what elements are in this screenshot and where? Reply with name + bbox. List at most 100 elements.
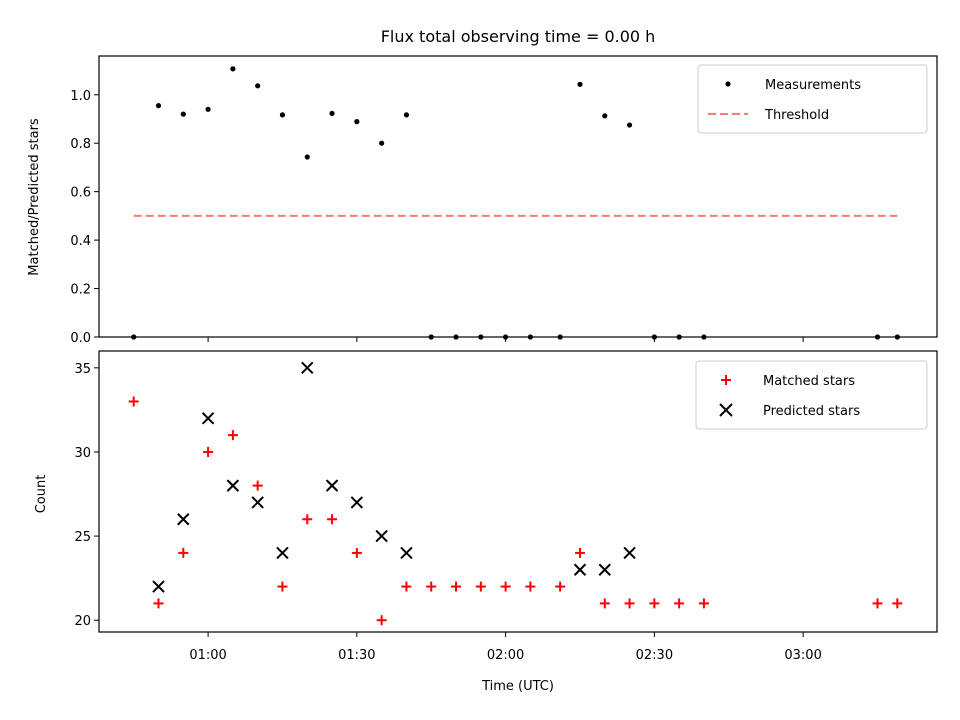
matched-star-point	[252, 480, 263, 491]
bottom-y-tick-label: 30	[74, 446, 91, 461]
x-tick-label: 02:00	[487, 648, 524, 663]
measurement-point	[557, 334, 563, 340]
bottom-x-ticks: 01:00 01:30 02:00 02:30 03:00	[189, 632, 822, 663]
measurement-point	[701, 334, 707, 340]
predicted-star-stroke	[598, 563, 611, 576]
matched-star-point	[277, 581, 288, 592]
legend-matched-marker	[721, 375, 731, 385]
measurement-point	[403, 112, 410, 118]
measurement-point	[453, 334, 459, 340]
measurement-point	[329, 110, 335, 117]
predicted-star-stroke	[375, 529, 388, 543]
matched-star-point	[376, 615, 387, 626]
measurement-point	[428, 334, 434, 340]
matched-star-point	[203, 446, 214, 457]
measurement-point	[626, 122, 633, 128]
matched-star-point	[624, 598, 635, 609]
top-legend-box	[697, 64, 928, 134]
matched-star-point	[872, 598, 883, 609]
top-y-axis-label: Matched/Predicted stars	[27, 118, 42, 276]
measurement-point	[894, 334, 900, 340]
predicted-star-stroke	[623, 546, 636, 560]
predicted-star-stroke	[400, 546, 413, 560]
predicted-star-point	[251, 496, 264, 509]
matched-star-point	[892, 598, 903, 609]
matched-star-point	[178, 547, 189, 558]
measurement-point	[354, 119, 360, 125]
measurement-point	[131, 334, 137, 340]
top-y-tick-label: 0.8	[70, 137, 91, 152]
matched-star-point	[555, 581, 566, 592]
predicted-star-point	[350, 496, 364, 509]
measurement-point	[577, 81, 583, 87]
predicted-star-point	[201, 412, 215, 425]
top-y-tick-label: 0.0	[70, 331, 91, 346]
top-plot-frame	[98, 55, 938, 338]
bottom-y-tick-label: 35	[74, 362, 91, 377]
x-tick-label: 01:30	[338, 648, 375, 663]
bottom-marks	[128, 361, 903, 626]
measurement-point	[155, 103, 162, 109]
matched-star-point	[574, 547, 585, 558]
top-y-ticks: 0.0 0.2 0.4 0.6 0.8 1.0	[70, 89, 99, 346]
x-tick-label: 02:30	[636, 648, 673, 663]
matched-star-point	[302, 514, 313, 525]
matched-star-point	[128, 396, 139, 407]
measurement-point	[230, 66, 236, 72]
x-tick-label: 03:00	[784, 648, 821, 663]
measurement-point	[676, 334, 682, 340]
measurement-point	[602, 113, 608, 119]
measurement-point	[279, 112, 286, 118]
bottom-y-ticks: 20 25 30 35	[74, 362, 99, 629]
measurement-point	[478, 334, 484, 340]
bottom-plot-frame	[98, 350, 938, 633]
top-y-tick-label: 0.4	[70, 234, 91, 249]
matched-star-point	[674, 598, 685, 609]
predicted-star-stroke	[201, 412, 215, 425]
legend-measurements-label: Measurements	[765, 78, 861, 93]
top-y-tick-label: 1.0	[70, 89, 91, 104]
legend-predicted-marker	[719, 403, 733, 417]
predicted-star-stroke	[573, 563, 587, 576]
predicted-star-point	[152, 580, 165, 593]
matched-star-point	[451, 581, 462, 592]
predicted-star-stroke	[152, 580, 165, 593]
measurement-point	[527, 334, 533, 340]
predicted-star-point	[226, 479, 240, 492]
predicted-star-stroke	[301, 361, 314, 375]
matched-star-point	[227, 430, 238, 441]
measurement-point	[379, 140, 385, 146]
predicted-star-stroke	[325, 479, 339, 492]
matched-star-point	[698, 598, 709, 609]
measurement-point	[651, 334, 657, 340]
measurement-point	[304, 154, 310, 160]
predicted-star-point	[325, 479, 339, 492]
legend-threshold-label: Threshold	[764, 108, 829, 123]
measurement-point	[503, 334, 509, 340]
measurement-point	[180, 111, 186, 117]
matched-star-point	[500, 581, 511, 592]
matched-star-point	[153, 598, 164, 609]
x-tick-label: 01:00	[189, 648, 226, 663]
matched-star-point	[525, 581, 536, 592]
top-y-tick-label: 0.2	[70, 283, 91, 298]
bottom-y-axis-label: Count	[34, 475, 49, 514]
bottom-panel: 20 25 30 35 01:00 01:30 02:00 02:30 03:00 Count…	[34, 350, 938, 694]
legend-measurements-marker	[725, 81, 731, 87]
predicted-star-point	[400, 546, 413, 560]
predicted-star-stroke	[226, 479, 240, 492]
matched-star-point	[351, 547, 362, 558]
top-y-tick-label: 0.6	[70, 186, 91, 201]
bottom-legend: Matched stars Predicted stars	[695, 360, 928, 430]
predicted-star-stroke	[350, 496, 364, 509]
matched-star-point	[426, 581, 437, 592]
predicted-star-stroke	[251, 496, 264, 509]
x-axis-label: Time (UTC)	[481, 679, 554, 694]
measurement-point	[874, 334, 881, 340]
bottom-legend-box	[695, 360, 928, 430]
matched-star-point	[401, 581, 412, 592]
measurement-point	[255, 83, 261, 89]
chart-title: Flux total observing time = 0.00 h	[381, 27, 656, 46]
predicted-star-point	[301, 361, 314, 375]
predicted-star-point	[375, 529, 388, 543]
